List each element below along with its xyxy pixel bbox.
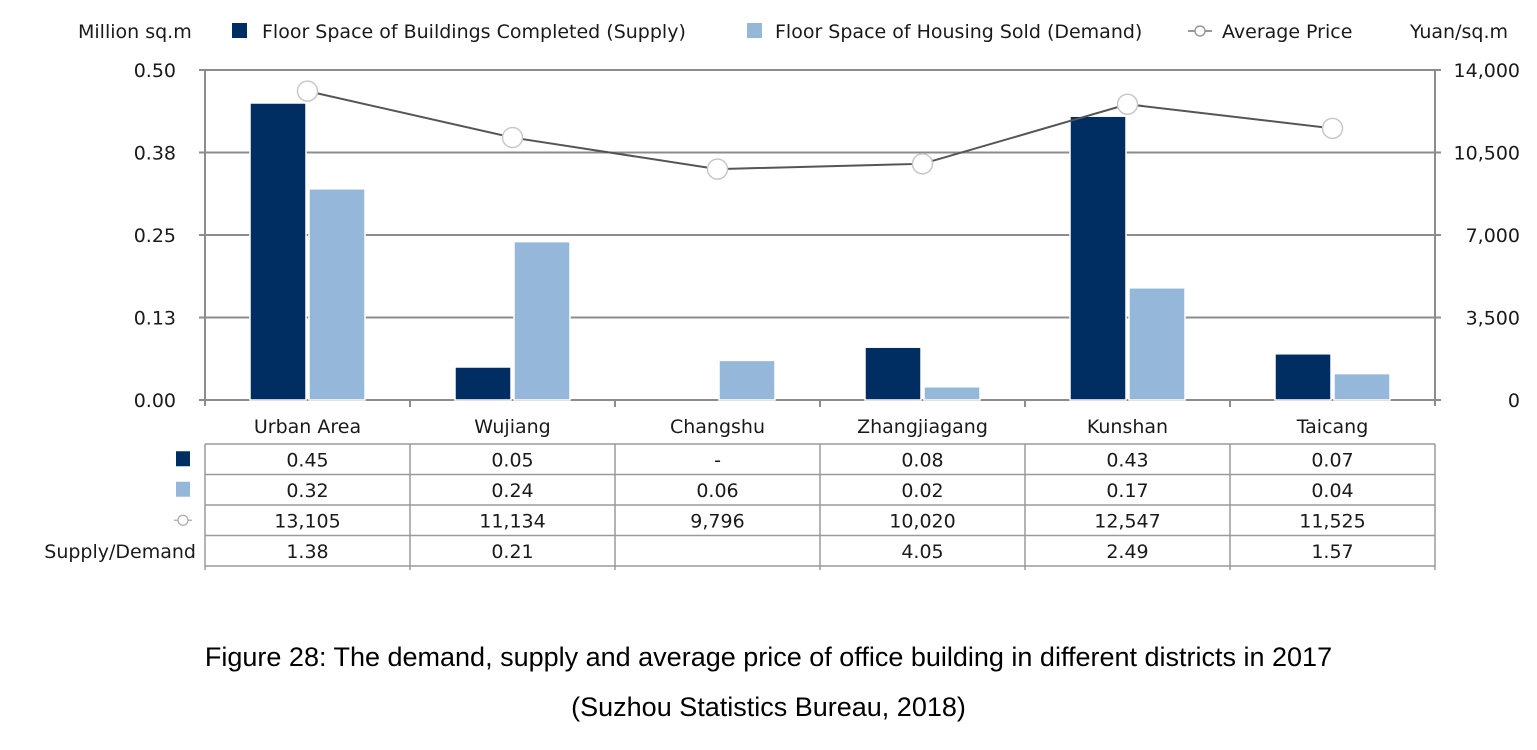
legend-supply-label: Floor Space of Buildings Completed (Supp… xyxy=(262,21,686,43)
supply-bar xyxy=(454,366,512,401)
table-cell-demand: 0.02 xyxy=(901,480,943,502)
right-tick-label: 7,000 xyxy=(1466,225,1520,247)
right-tick-label: 0 xyxy=(1508,390,1520,412)
table-cell-supply-demand: 4.05 xyxy=(901,541,943,563)
supply-bar xyxy=(864,346,922,401)
left-tick-label: 0.13 xyxy=(134,308,176,330)
table-cell-price: 11,525 xyxy=(1299,510,1365,532)
table-supply-swatch xyxy=(176,451,190,467)
price-point xyxy=(1321,117,1344,140)
table-cell-supply-demand: 2.49 xyxy=(1106,541,1148,563)
table-cell-supply: 0.05 xyxy=(491,449,533,471)
table-cell-price: 11,134 xyxy=(479,510,545,532)
figure-source: (Suzhou Statistics Bureau, 2018) xyxy=(571,692,966,722)
table-cell-supply: 0.08 xyxy=(901,449,943,471)
table-cell-supply: 0.07 xyxy=(1311,449,1353,471)
demand-bar xyxy=(923,386,981,401)
left-tick-label: 0.38 xyxy=(134,143,176,165)
left-axis-unit: Million sq.m xyxy=(78,21,192,43)
table-cell-supply: - xyxy=(714,449,721,471)
table-cell-demand: 0.24 xyxy=(491,480,533,502)
right-axis-unit: Yuan/sq.m xyxy=(1409,21,1508,43)
table-cell-supply-demand: 1.38 xyxy=(286,541,328,563)
table-cell-price: 10,020 xyxy=(889,510,955,532)
legend-price-marker-icon xyxy=(1194,25,1206,37)
table-cell-supply: 0.45 xyxy=(286,449,328,471)
demand-bar xyxy=(1333,372,1391,401)
table-price-marker-icon xyxy=(177,514,189,526)
axes: 0.00 0 0.13 3,500 0.25 7,000 0.38 10,500 0.50 14,… xyxy=(134,60,1520,412)
left-tick-label: 0.50 xyxy=(134,60,176,82)
demand-bar xyxy=(1128,287,1186,401)
category-label: Taicang xyxy=(1296,416,1369,438)
demand-bar xyxy=(513,240,571,401)
table-demand-swatch xyxy=(176,481,190,497)
table-cell-demand: 0.17 xyxy=(1106,480,1148,502)
figure-caption: Figure 28: The demand, supply and averag… xyxy=(204,642,1333,672)
table-cell-supply-demand: 0.21 xyxy=(491,541,533,563)
price-point xyxy=(501,126,524,149)
table-cell-price: 12,547 xyxy=(1094,510,1160,532)
legend: Million sq.m Floor Space of Buildings Com… xyxy=(78,21,1508,43)
table-cell-demand: 0.04 xyxy=(1311,480,1353,502)
table-cell-supply-demand: 1.57 xyxy=(1311,541,1353,563)
price-point xyxy=(296,80,319,102)
category-label: Changshu xyxy=(670,416,765,438)
legend-price-label: Average Price xyxy=(1222,21,1352,43)
bars xyxy=(249,102,1391,401)
category-label: Wujiang xyxy=(474,416,550,438)
supply-bar xyxy=(249,102,307,401)
legend-supply-swatch xyxy=(232,23,247,38)
legend-demand-swatch xyxy=(747,23,762,38)
right-tick-label: 14,000 xyxy=(1454,60,1520,82)
right-tick-label: 10,500 xyxy=(1454,143,1520,165)
price-point xyxy=(1116,93,1139,115)
left-tick-label: 0.00 xyxy=(134,390,176,412)
right-tick-label: 3,500 xyxy=(1466,308,1520,330)
price-line-path xyxy=(307,90,1333,171)
data-table: Urban Area Wujiang Changshu Zhangjiagang Kun… xyxy=(44,416,1436,570)
left-tick-label: 0.25 xyxy=(134,225,176,247)
table-cell-demand: 0.06 xyxy=(696,480,738,502)
table-cell-price: 13,105 xyxy=(274,510,340,532)
price-point xyxy=(911,153,934,175)
supply-bar xyxy=(1274,353,1332,401)
table-cell-demand: 0.32 xyxy=(286,480,328,502)
category-label: Kunshan xyxy=(1087,416,1168,438)
price-point xyxy=(706,158,729,180)
category-label: Zhangjiagang xyxy=(857,416,988,438)
category-label: Urban Area xyxy=(254,416,361,438)
grid-lines xyxy=(205,69,1435,319)
demand-bar xyxy=(308,188,366,401)
price-line xyxy=(296,80,1344,180)
table-cell-price: 9,796 xyxy=(690,510,744,532)
legend-demand-label: Floor Space of Housing Sold (Demand) xyxy=(775,21,1142,43)
table-row-label: Supply/Demand xyxy=(44,541,196,563)
table-cell-supply: 0.43 xyxy=(1106,449,1148,471)
supply-bar xyxy=(1069,115,1127,401)
demand-bar xyxy=(718,359,776,401)
chart: 0.00 0 0.13 3,500 0.25 7,000 0.38 10,500 0.50 14,… xyxy=(44,21,1520,570)
